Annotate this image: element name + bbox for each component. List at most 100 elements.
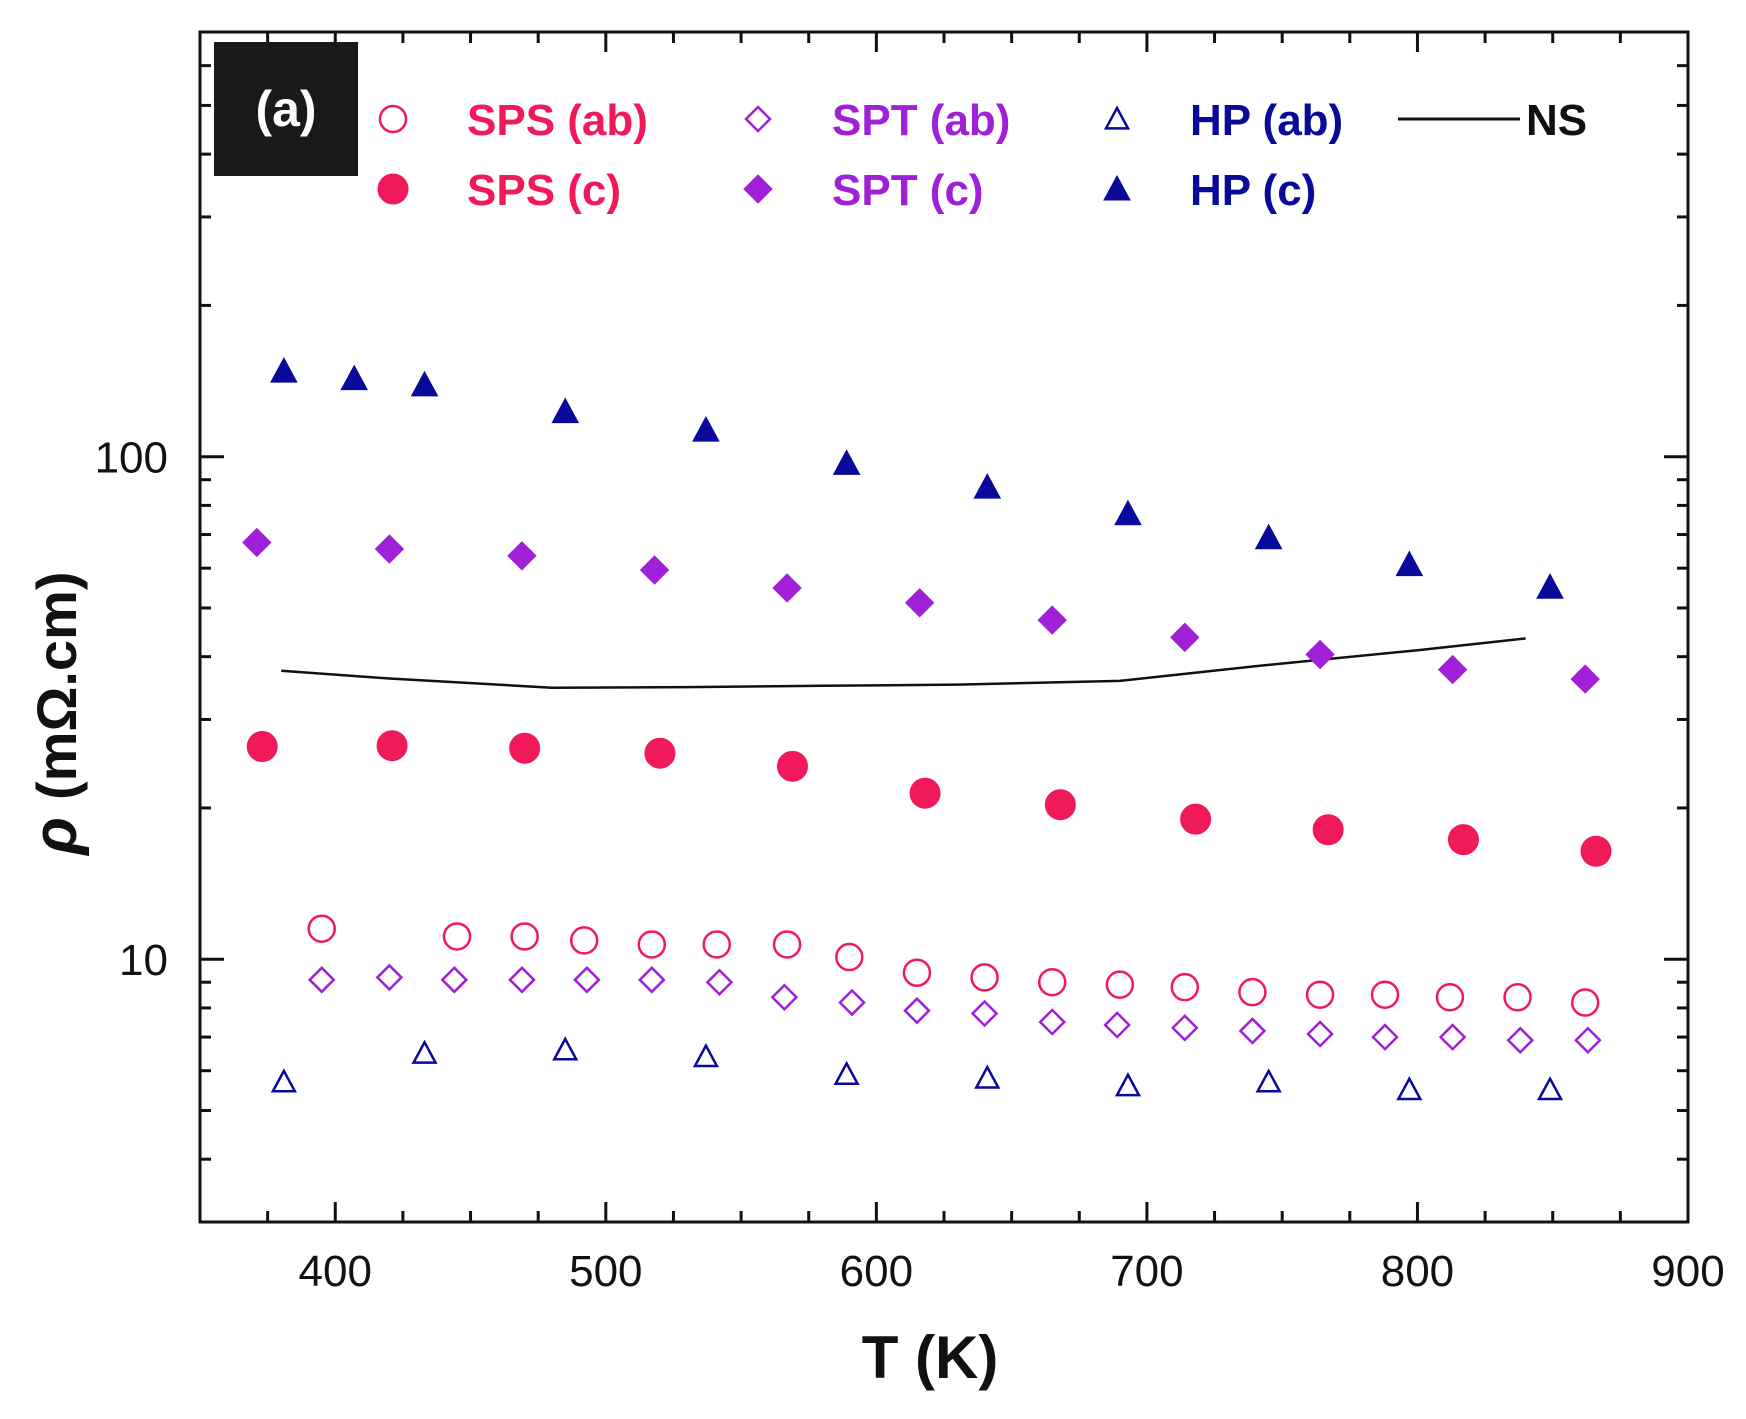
point-spt-ab (770, 983, 799, 1012)
point-sps-c (1447, 824, 1479, 856)
x-tick-label: 600 (840, 1247, 913, 1296)
legend-marker-hp-ab (1103, 105, 1131, 130)
point-spt-c (1570, 664, 1600, 694)
axis-tick-labels: 400 500 600 700 800 900 10 100 (95, 434, 1725, 1296)
point-hp-c (551, 397, 580, 424)
point-hp-ab (270, 1068, 297, 1093)
x-axis-title: T (K) (862, 1324, 999, 1391)
point-spt-ab (1238, 1017, 1267, 1045)
point-sps-c (1312, 814, 1344, 846)
point-hp-c (832, 449, 861, 475)
point-sps-ab (510, 922, 539, 951)
point-spt-ab (1103, 1011, 1131, 1039)
point-sps-ab (835, 942, 864, 972)
point-sps-c (246, 731, 278, 763)
point-hp-c (1536, 573, 1564, 599)
point-sps-c (644, 737, 676, 769)
point-spt-c (1170, 622, 1200, 653)
point-spt-ab (903, 996, 931, 1025)
point-sps-c (376, 730, 408, 762)
x-tick-label: 400 (299, 1247, 372, 1296)
point-spt-c (904, 588, 935, 618)
point-spt-ab (1506, 1026, 1535, 1054)
point-hp-c (410, 370, 439, 397)
ns-series (281, 637, 1526, 689)
point-spt-ab (375, 963, 404, 992)
point-hp-ab (974, 1064, 1001, 1089)
point-sps-ab (637, 930, 667, 959)
point-sps-ab (1105, 970, 1135, 999)
x-tick-label: 500 (569, 1247, 642, 1296)
point-sps-ab (307, 914, 336, 943)
point-sps-ab (1435, 983, 1465, 1012)
point-sps-c (909, 777, 941, 809)
point-sps-ab (970, 963, 999, 992)
point-hp-ab (1114, 1072, 1142, 1097)
point-spt-ab (638, 966, 666, 994)
x-tick-label: 800 (1381, 1247, 1454, 1296)
legend-label-spt-c: SPT (c) (832, 166, 984, 215)
point-spt-ab (1171, 1014, 1199, 1042)
point-sps-ab (902, 958, 932, 987)
legend: SPS (ab) SPS (c) SPT (ab) SPT (c) HP (ab… (377, 96, 1587, 215)
point-spt-ab (838, 988, 866, 1017)
point-spt-ab (970, 999, 999, 1028)
point-hp-ab (1255, 1068, 1282, 1093)
point-spt-ab (440, 966, 469, 994)
point-hp-ab (411, 1039, 438, 1064)
point-spt-ab (307, 966, 336, 994)
point-hp-c (692, 415, 720, 442)
legend-marker-sps-ab (378, 104, 408, 134)
y-tick-label: 10 (119, 936, 168, 985)
point-sps-ab (1305, 980, 1335, 1009)
legend-label-sps-ab: SPS (ab) (467, 96, 648, 145)
point-hp-c (340, 364, 369, 391)
panel-label: (a) (255, 81, 316, 137)
ns-line (281, 637, 1526, 689)
point-spt-c (1037, 605, 1067, 635)
point-spt-ab (508, 966, 536, 994)
legend-label-ns: NS (1526, 96, 1587, 145)
point-spt-c (242, 527, 272, 558)
point-spt-c (639, 555, 670, 585)
point-spt-c (507, 541, 537, 571)
point-spt-ab (1574, 1026, 1602, 1054)
point-sps-ab (1238, 977, 1267, 1007)
x-tick-label: 900 (1651, 1247, 1724, 1296)
y-axis-unit: (mΩ.cm) (25, 572, 88, 800)
point-spt-c (1437, 654, 1468, 685)
point-spt-ab (705, 968, 734, 996)
point-hp-ab (552, 1036, 579, 1061)
legend-marker-hp-c (1103, 174, 1131, 201)
point-sps-ab (1170, 972, 1200, 1002)
point-sps-c (509, 732, 541, 764)
y-tick-label: 100 (95, 434, 168, 483)
y-axis-title: ρ (mΩ.cm) (21, 572, 90, 857)
point-sps-ab (1570, 988, 1600, 1017)
point-hp-ab (833, 1060, 860, 1085)
point-hp-c (1114, 499, 1142, 526)
point-spt-ab (573, 966, 601, 994)
point-sps-c (776, 750, 808, 782)
point-hp-ab (1396, 1076, 1423, 1101)
point-sps-c (1044, 789, 1076, 821)
legend-label-sps-c: SPS (c) (467, 166, 621, 215)
point-spt-ab (1371, 1023, 1399, 1051)
legend-marker-spt-c (743, 174, 773, 204)
point-spt-ab (1038, 1008, 1066, 1036)
point-spt-c (772, 573, 802, 603)
point-sps-c (1180, 803, 1212, 835)
point-hp-ab (692, 1043, 720, 1068)
legend-marker-spt-ab (744, 105, 772, 133)
point-sps-c (1580, 835, 1612, 867)
point-sps-ab (1037, 967, 1067, 997)
point-sps-ab (1370, 980, 1400, 1009)
data-markers (242, 357, 1612, 1101)
legend-label-spt-ab: SPT (ab) (832, 96, 1010, 145)
point-sps-ab (702, 930, 731, 959)
point-hp-ab (1536, 1076, 1564, 1101)
point-hp-c (1254, 523, 1283, 550)
legend-label-hp-c: HP (c) (1190, 166, 1316, 215)
point-sps-ab (1503, 983, 1532, 1012)
